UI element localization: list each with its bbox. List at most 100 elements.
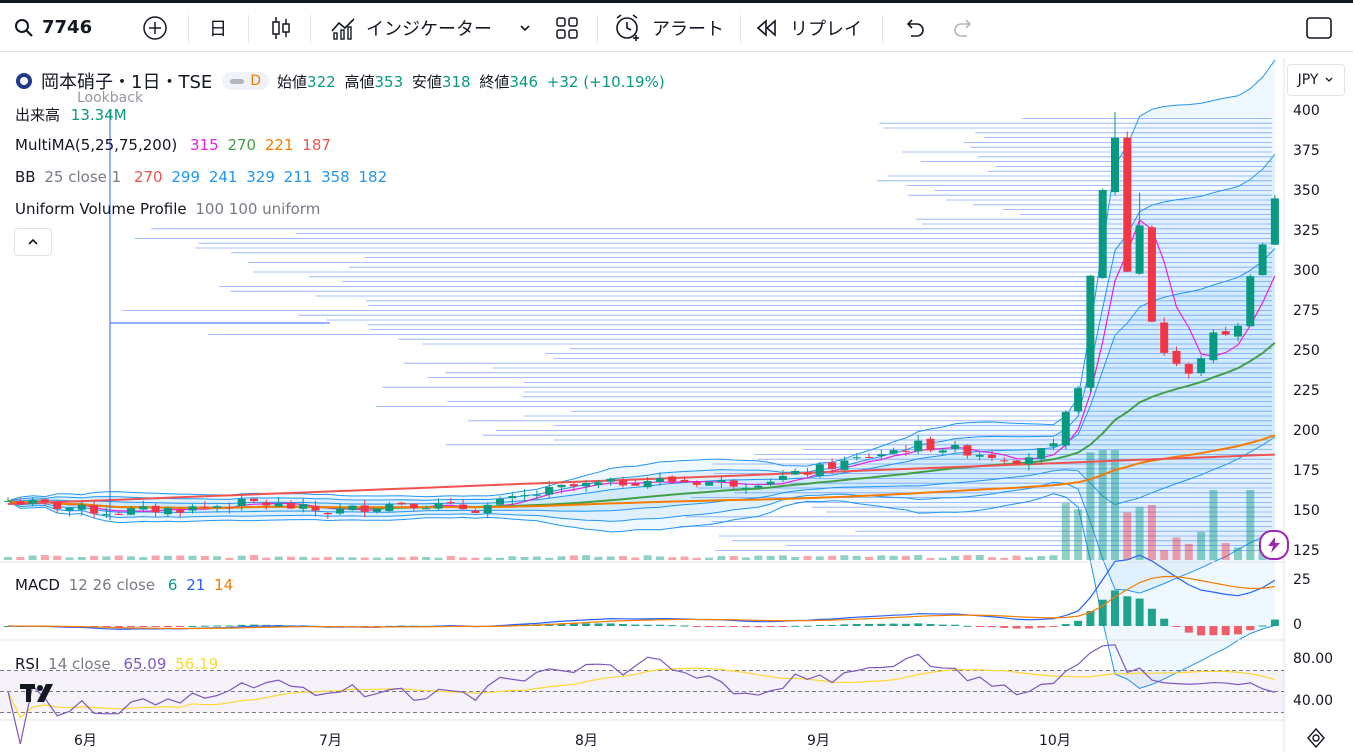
fullscreen-button[interactable] <box>1305 3 1333 52</box>
macd-histogram-bar <box>1123 596 1132 626</box>
macd-histogram-bar <box>213 625 222 627</box>
candle-body <box>1012 460 1021 464</box>
candle-body <box>1160 322 1169 353</box>
macd-histogram-bar <box>803 625 812 627</box>
rsi-tick-label: 40.00 <box>1293 693 1334 709</box>
interval-button[interactable]: 日 <box>209 3 227 52</box>
volume-bar <box>1172 537 1181 560</box>
macd-histogram-bar <box>938 624 947 626</box>
macd-histogram-bar <box>754 626 763 628</box>
volume-bar <box>323 556 332 560</box>
volume-bar <box>1098 450 1107 560</box>
lightning-icon <box>1268 537 1280 553</box>
macd-histogram-bar <box>582 623 591 626</box>
candle-body <box>1197 358 1206 374</box>
candle-body <box>594 482 603 486</box>
volume-bar <box>914 555 923 560</box>
volume-bar <box>1160 549 1169 560</box>
candle-body <box>975 455 984 457</box>
candle-body <box>532 494 541 496</box>
company-logo-icon <box>16 73 32 89</box>
candle-body <box>901 450 910 452</box>
candle-body <box>668 476 677 482</box>
indicators-button[interactable]: インジケーター <box>330 3 492 52</box>
delay-badge[interactable]: D <box>222 72 270 90</box>
candle-body <box>815 464 824 476</box>
candle-body <box>803 472 812 475</box>
candle-body <box>655 478 664 482</box>
redo-button[interactable] <box>953 3 975 52</box>
macd-histogram-bar <box>815 624 824 626</box>
chart-canvas[interactable] <box>0 58 1353 752</box>
time-tick-label: 6月 <box>74 733 97 749</box>
volume-bar <box>1197 531 1206 560</box>
volume-bar <box>348 557 357 560</box>
volume-bar <box>1074 509 1083 560</box>
candle-body <box>53 501 62 509</box>
candle-body <box>188 506 197 511</box>
candle-body <box>582 483 591 487</box>
alert-button[interactable]: アラート <box>614 3 724 52</box>
currency-button[interactable]: JPY <box>1287 64 1345 96</box>
candle-body <box>951 445 960 449</box>
bb-lower-line <box>7 436 1276 514</box>
macd-histogram-bar <box>766 626 775 628</box>
volume-bar <box>619 556 627 560</box>
lightning-button[interactable] <box>1259 530 1289 560</box>
volume-bar <box>360 557 369 560</box>
undo-button[interactable] <box>903 3 925 52</box>
candle-body <box>151 505 160 513</box>
candle-body <box>1024 457 1033 465</box>
replay-button[interactable]: リプレイ <box>756 3 862 52</box>
price-tick-label: 375 <box>1293 143 1320 159</box>
currency-label: JPY <box>1297 72 1319 88</box>
macd-histogram-bar <box>1234 626 1242 635</box>
candle-body <box>963 445 972 456</box>
candles-icon <box>272 16 290 39</box>
candle-body <box>1098 190 1107 279</box>
volume-bar <box>1086 452 1095 560</box>
settings-button[interactable] <box>1306 727 1326 752</box>
symbol-search[interactable]: 7746 <box>14 3 92 52</box>
volume-bar <box>643 555 652 560</box>
volume-bar <box>1111 450 1119 560</box>
collapse-legend-button[interactable] <box>14 228 52 256</box>
candle-body <box>729 480 738 487</box>
macd-histogram-bar <box>951 624 960 626</box>
volume-bar <box>163 555 172 560</box>
price-tick-label: 125 <box>1293 543 1320 559</box>
multima-legend: MultiMA(5,25,75,200) 315 270 221 187 <box>15 136 331 154</box>
volume-bar <box>1184 543 1193 560</box>
volume-bar <box>176 555 185 560</box>
volume-bar <box>766 555 775 560</box>
macd-histogram-bar <box>778 626 787 627</box>
volume-bar <box>717 556 726 560</box>
macd-histogram-bar <box>1111 590 1119 626</box>
candle-body <box>1258 244 1267 276</box>
volume-bar <box>65 557 74 560</box>
ma200-line <box>7 453 1275 505</box>
volume-bar <box>1147 505 1156 560</box>
macd-tick-label: 0 <box>1293 617 1302 633</box>
macd-histogram-bar <box>1012 626 1021 629</box>
indicators-dropdown[interactable] <box>518 3 532 52</box>
volume-bar <box>877 555 886 560</box>
macd-histogram-bar <box>791 625 800 627</box>
chart-type-button[interactable] <box>269 3 293 52</box>
candle-body <box>176 510 185 513</box>
candle-body <box>4 500 12 502</box>
tradingview-logo[interactable] <box>20 682 60 708</box>
rsi-legend: RSI 14 close 65.09 56.19 <box>15 655 219 673</box>
macd-tick-label: 25 <box>1293 572 1311 588</box>
layout-button[interactable] <box>556 3 578 52</box>
volume-bar <box>409 556 418 560</box>
compare-button[interactable] <box>142 3 168 52</box>
candle-body <box>631 483 640 486</box>
volume-legend: 出来高 13.34M <box>15 106 127 124</box>
candle-body <box>754 485 763 488</box>
time-tick-label: 9月 <box>807 733 830 749</box>
macd-histogram-bar <box>1074 620 1083 626</box>
candle-body <box>90 505 99 514</box>
macd-histogram-bar <box>914 623 923 626</box>
volume-bar <box>385 557 394 560</box>
